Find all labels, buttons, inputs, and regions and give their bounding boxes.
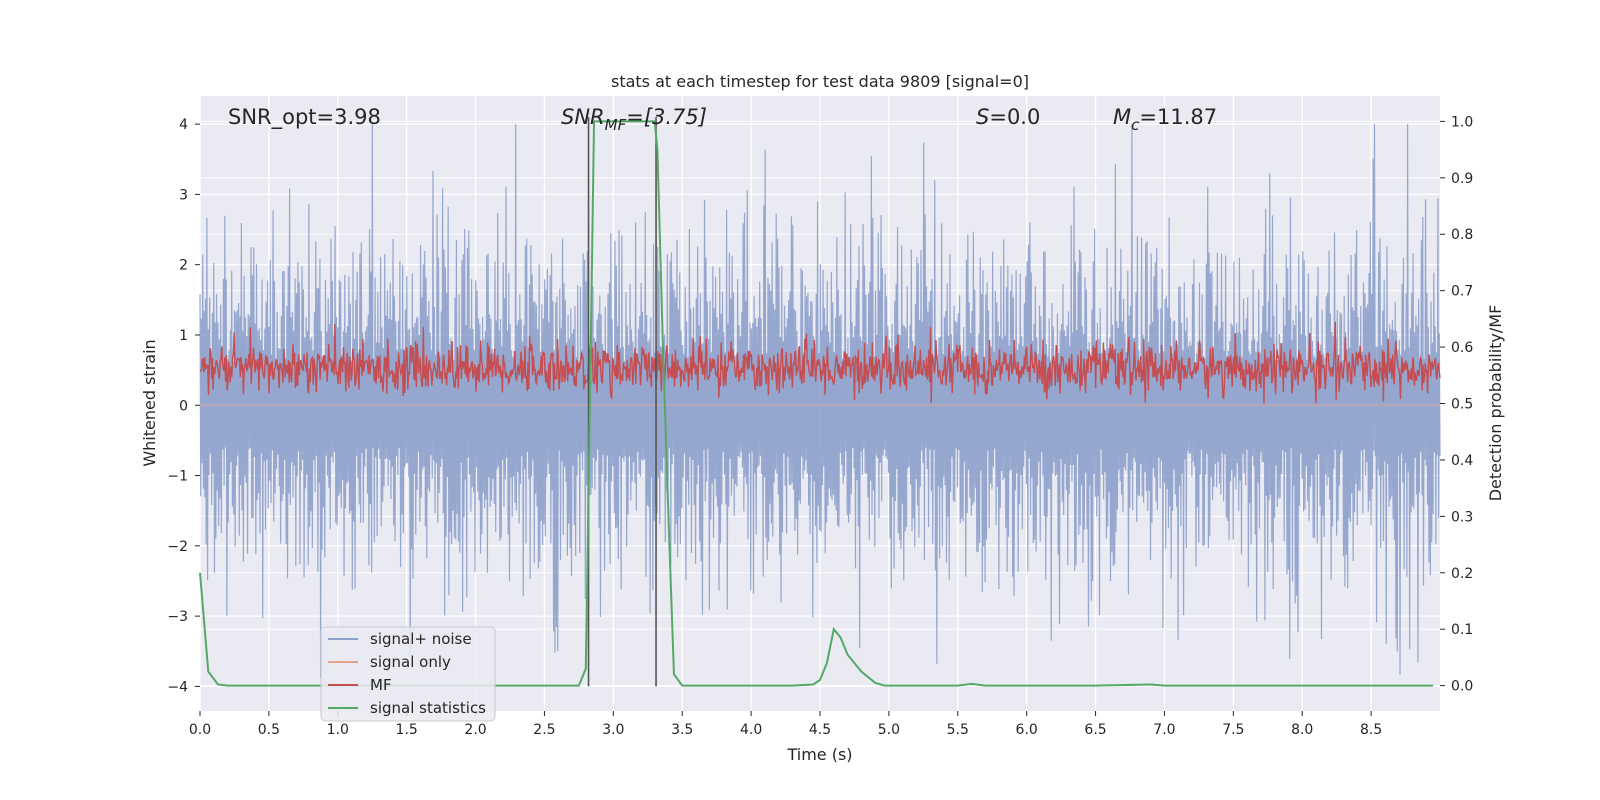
annotation-s: S=0.0 (976, 105, 1040, 129)
x-tick-label-1: 0.5 (258, 722, 280, 738)
annotation-mc-rest: =11.87 (1139, 105, 1217, 129)
y-axis-right-ticks: 1.0 0.9 0.8 0.7 0.6 0.5 0.4 0.3 0.2 0.1 0.0 (1440, 114, 1473, 695)
y-right-tick-label-5: 0.5 (1451, 397, 1473, 413)
annotation-mc-main: M (1113, 105, 1131, 129)
annotation-s-rest: =0.0 (989, 105, 1040, 129)
y-left-tick-label-8: −4 (167, 679, 188, 695)
y-right-tick-label-8: 0.2 (1451, 566, 1473, 582)
annotation-snr-mf: SNRMF=[3.75] (561, 105, 707, 134)
x-tick-label-17: 8.5 (1360, 722, 1382, 738)
annotation-snr-opt: SNR_opt=3.98 (228, 105, 381, 130)
x-tick-label-7: 3.5 (671, 722, 693, 738)
x-tick-label-13: 6.5 (1084, 722, 1106, 738)
x-tick-label-3: 1.5 (396, 722, 418, 738)
x-tick-label-2: 1.0 (327, 722, 349, 738)
x-axis-label: Time (s) (786, 745, 852, 764)
annotation-snr-mf-rest: =[3.75] (626, 105, 707, 129)
x-tick-label-16: 8.0 (1291, 722, 1313, 738)
x-tick-label-11: 5.5 (947, 722, 969, 738)
annotation-s-main: S (976, 105, 989, 129)
y-left-tick-label-5: −1 (167, 469, 188, 485)
y-right-tick-label-9: 0.1 (1451, 622, 1473, 638)
legend-label-signal-only: signal only (370, 653, 451, 671)
x-tick-label-12: 6.0 (1016, 722, 1038, 738)
y-left-tick-label-4: 0 (179, 398, 188, 414)
x-tick-label-0: 0.0 (189, 722, 211, 738)
legend-label-signal-noise: signal+ noise (370, 630, 472, 648)
y-left-tick-label-3: 1 (179, 328, 188, 344)
chart-title: stats at each timestep for test data 980… (611, 72, 1029, 91)
y-left-tick-label-0: 4 (179, 117, 188, 133)
y-right-tick-label-4: 0.6 (1451, 340, 1473, 356)
annotation-snr-mf-sub: MF (605, 116, 627, 134)
legend-label-mf: MF (370, 676, 392, 694)
y-axis-left-label: Whitened strain (140, 339, 159, 466)
y-left-tick-label-2: 2 (179, 258, 188, 274)
y-left-tick-label-7: −3 (167, 609, 188, 625)
y-right-tick-label-3: 0.7 (1451, 284, 1473, 300)
y-right-tick-label-0: 1.0 (1451, 114, 1473, 130)
y-right-tick-label-1: 0.9 (1451, 171, 1473, 187)
legend: signal+ noise signal only MF signal stat… (320, 626, 496, 722)
vertical-markers (587, 117, 657, 687)
x-tick-label-9: 4.5 (809, 722, 831, 738)
series-signal-noise (199, 124, 1441, 678)
y-left-tick-label-6: −2 (167, 539, 188, 555)
x-tick-label-15: 7.5 (1222, 722, 1244, 738)
series-signal-statistics (199, 120, 1434, 687)
y-right-tick-label-7: 0.3 (1451, 509, 1473, 525)
x-axis-ticks: 0.0 0.5 1.0 1.5 2.0 2.5 3.0 3.5 4.0 4.5 5.0 5.5 6.0 6… (189, 711, 1382, 738)
signal-noise-trace (199, 124, 1441, 678)
x-tick-label-4: 2.0 (464, 722, 486, 738)
series-mf (199, 321, 1441, 404)
legend-box (320, 626, 496, 722)
x-tick-label-14: 7.0 (1153, 722, 1175, 738)
annotation-mc: Mc=11.87 (1113, 105, 1217, 134)
x-tick-label-5: 2.5 (533, 722, 555, 738)
x-tick-label-10: 5.0 (878, 722, 900, 738)
y-left-tick-label-1: 3 (179, 187, 188, 203)
signal-statistics-trace (199, 120, 1434, 687)
annotation-mc-sub: c (1131, 116, 1140, 134)
y-axis-left-ticks: 4 3 2 1 0 −1 −2 −3 −4 (167, 117, 200, 695)
mf-trace (199, 321, 1441, 404)
y-right-tick-label-2: 0.8 (1451, 227, 1473, 243)
y-right-tick-label-10: 0.0 (1451, 679, 1473, 695)
legend-label-signal-statistics: signal statistics (370, 699, 486, 717)
annotation-snr-mf-main: SNR (561, 105, 605, 129)
x-tick-label-8: 4.0 (740, 722, 762, 738)
y-right-tick-label-6: 0.4 (1451, 453, 1473, 469)
y-axis-right-label: Detection probability/MF (1486, 305, 1505, 502)
x-tick-label-6: 3.0 (602, 722, 624, 738)
